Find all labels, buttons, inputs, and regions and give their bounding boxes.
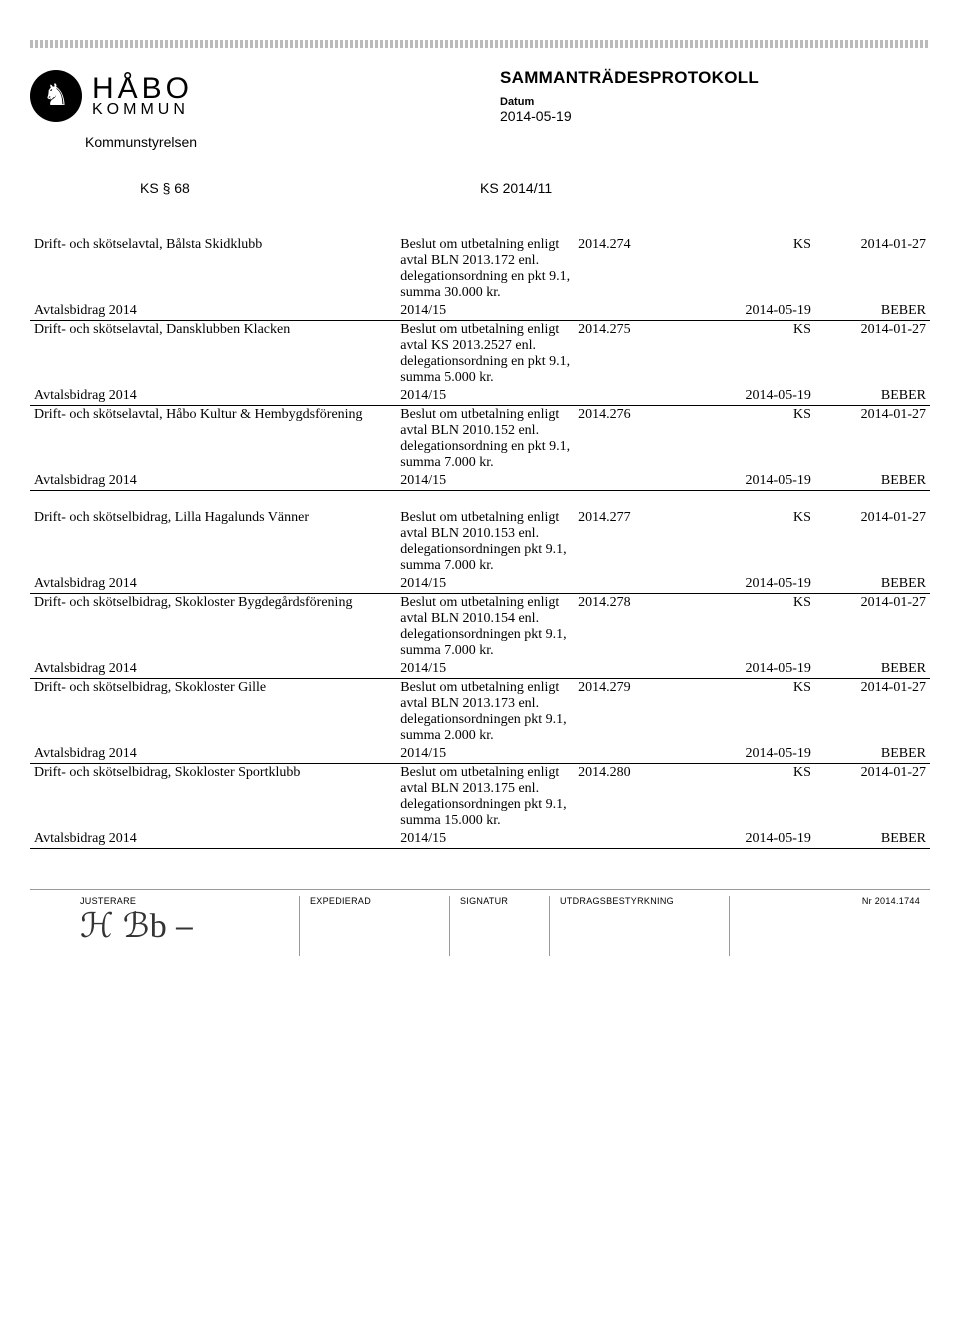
cell-sub-beslut: 2014/15 (396, 387, 574, 406)
cell-sub-sign: BEBER (815, 830, 930, 849)
table-subrow: Avtalsbidrag 20142014/15 2014-05-19BEBER (30, 575, 930, 594)
table-subrow: Avtalsbidrag 20142014/15 2014-05-19BEBER (30, 830, 930, 849)
table-subrow: Avtalsbidrag 20142014/15 2014-05-19BEBER (30, 302, 930, 321)
cell-inst: KS (689, 509, 815, 575)
cell-date: 2014-01-27 (815, 406, 930, 473)
cell-nr: 2014.276 (574, 406, 689, 473)
cell-sub-sign: BEBER (815, 575, 930, 594)
cell-beslut: Beslut om utbetalning enligt avtal BLN 2… (396, 509, 574, 575)
cell-sub-beslut: 2014/15 (396, 660, 574, 679)
cell-beslut: Beslut om utbetalning enligt avtal BLN 2… (396, 763, 574, 830)
section-diary: KS 2014/11 (480, 180, 552, 196)
cell-sub-beslut: 2014/15 (396, 745, 574, 764)
cell-inst: KS (689, 678, 815, 745)
table-subrow: Avtalsbidrag 20142014/15 2014-05-19BEBER (30, 387, 930, 406)
cell-arende: Drift- och skötselavtal, Dansklubben Kla… (30, 321, 396, 388)
cell-sub-date: 2014-05-19 (689, 302, 815, 321)
cell-beslut: Beslut om utbetalning enligt avtal BLN 2… (396, 593, 574, 660)
cell-sub-sign: BEBER (815, 302, 930, 321)
cell-nr: 2014.279 (574, 678, 689, 745)
section-paragraph: KS § 68 (140, 180, 480, 196)
table-row: Drift- och skötselbidrag, Skokloster Byg… (30, 593, 930, 660)
cell-sub-beslut: 2014/15 (396, 302, 574, 321)
cell-date: 2014-01-27 (815, 236, 930, 302)
date-value: 2014-05-19 (500, 108, 930, 124)
cell-nr: 2014.277 (574, 509, 689, 575)
table-subrow: Avtalsbidrag 20142014/15 2014-05-19BEBER (30, 472, 930, 491)
top-border (30, 40, 930, 48)
cell-inst: KS (689, 406, 815, 473)
cell-sub-sign: BEBER (815, 660, 930, 679)
cell-sub-date: 2014-05-19 (689, 830, 815, 849)
cell-sub-beslut: 2014/15 (396, 472, 574, 491)
cell-arende: Drift- och skötselbidrag, Skokloster Spo… (30, 763, 396, 830)
cell-beslut: Beslut om utbetalning enligt avtal BLN 2… (396, 678, 574, 745)
cell-sub-beslut: 2014/15 (396, 575, 574, 594)
municipality-name: HÅBO (92, 74, 193, 104)
footer-expedierad-label: EXPEDIERAD (310, 896, 439, 906)
signature-scribble: ℋ ℬb ⎯ (80, 912, 289, 943)
date-label: Datum (500, 96, 930, 108)
cell-inst: KS (689, 321, 815, 388)
cell-sub-date: 2014-05-19 (689, 660, 815, 679)
cell-sub-arende: Avtalsbidrag 2014 (30, 302, 396, 321)
footer-justerare-label: JUSTERARE (80, 896, 289, 906)
table-row: Drift- och skötselavtal, Bålsta Skidklub… (30, 236, 930, 302)
footer-nr: Nr 2014.1744 (820, 896, 920, 906)
page-header: HÅBO KOMMUN SAMMANTRÄDESPROTOKOLL Datum … (30, 68, 930, 124)
cell-arende: Drift- och skötselavtal, Bålsta Skidklub… (30, 236, 396, 302)
cell-beslut: Beslut om utbetalning enligt avtal BLN 2… (396, 406, 574, 473)
cell-inst: KS (689, 236, 815, 302)
cell-sub-beslut: 2014/15 (396, 830, 574, 849)
municipality-sub: KOMMUN (92, 102, 193, 118)
cell-sub-sign: BEBER (815, 472, 930, 491)
cell-sub-date: 2014-05-19 (689, 575, 815, 594)
cell-date: 2014-01-27 (815, 763, 930, 830)
section-refs: KS § 68 KS 2014/11 (30, 180, 930, 196)
document-title: SAMMANTRÄDESPROTOKOLL (500, 68, 930, 88)
table-row: Drift- och skötselavtal, Håbo Kultur & H… (30, 406, 930, 473)
cell-date: 2014-01-27 (815, 321, 930, 388)
cell-inst: KS (689, 593, 815, 660)
board-name: Kommunstyrelsen (85, 134, 930, 150)
table-subrow: Avtalsbidrag 20142014/15 2014-05-19BEBER (30, 745, 930, 764)
cell-sub-date: 2014-05-19 (689, 472, 815, 491)
cell-arende: Drift- och skötselbidrag, Skokloster Gil… (30, 678, 396, 745)
cell-sub-sign: BEBER (815, 745, 930, 764)
cell-nr: 2014.274 (574, 236, 689, 302)
table-row: Drift- och skötselavtal, Dansklubben Kla… (30, 321, 930, 388)
cell-sub-arende: Avtalsbidrag 2014 (30, 745, 396, 764)
cell-date: 2014-01-27 (815, 593, 930, 660)
cell-date: 2014-01-27 (815, 678, 930, 745)
cell-beslut: Beslut om utbetalning enligt avtal KS 20… (396, 321, 574, 388)
cell-nr: 2014.280 (574, 763, 689, 830)
decisions-table: Drift- och skötselavtal, Bålsta Skidklub… (30, 236, 930, 849)
cell-sub-sign: BEBER (815, 387, 930, 406)
cell-arende: Drift- och skötselbidrag, Lilla Hagalund… (30, 509, 396, 575)
cell-sub-arende: Avtalsbidrag 2014 (30, 830, 396, 849)
cell-arende: Drift- och skötselavtal, Håbo Kultur & H… (30, 406, 396, 473)
cell-sub-arende: Avtalsbidrag 2014 (30, 575, 396, 594)
table-subrow: Avtalsbidrag 20142014/15 2014-05-19BEBER (30, 660, 930, 679)
cell-date: 2014-01-27 (815, 509, 930, 575)
cell-sub-arende: Avtalsbidrag 2014 (30, 387, 396, 406)
cell-sub-date: 2014-05-19 (689, 387, 815, 406)
footer-utdrag-label: UTDRAGSBESTYRKNING (560, 896, 719, 906)
table-row: Drift- och skötselbidrag, Skokloster Gil… (30, 678, 930, 745)
cell-nr: 2014.275 (574, 321, 689, 388)
logo-block: HÅBO KOMMUN (30, 68, 193, 124)
cell-inst: KS (689, 763, 815, 830)
crest-icon (30, 70, 82, 122)
cell-beslut: Beslut om utbetalning enligt avtal BLN 2… (396, 236, 574, 302)
cell-sub-arende: Avtalsbidrag 2014 (30, 660, 396, 679)
footer-signatur-label: SIGNATUR (460, 896, 539, 906)
cell-sub-arende: Avtalsbidrag 2014 (30, 472, 396, 491)
cell-nr: 2014.278 (574, 593, 689, 660)
table-row: Drift- och skötselbidrag, Lilla Hagalund… (30, 509, 930, 575)
cell-arende: Drift- och skötselbidrag, Skokloster Byg… (30, 593, 396, 660)
table-row: Drift- och skötselbidrag, Skokloster Spo… (30, 763, 930, 830)
cell-sub-date: 2014-05-19 (689, 745, 815, 764)
page-footer: JUSTERARE ℋ ℬb ⎯ EXPEDIERAD SIGNATUR UTD… (30, 889, 930, 956)
